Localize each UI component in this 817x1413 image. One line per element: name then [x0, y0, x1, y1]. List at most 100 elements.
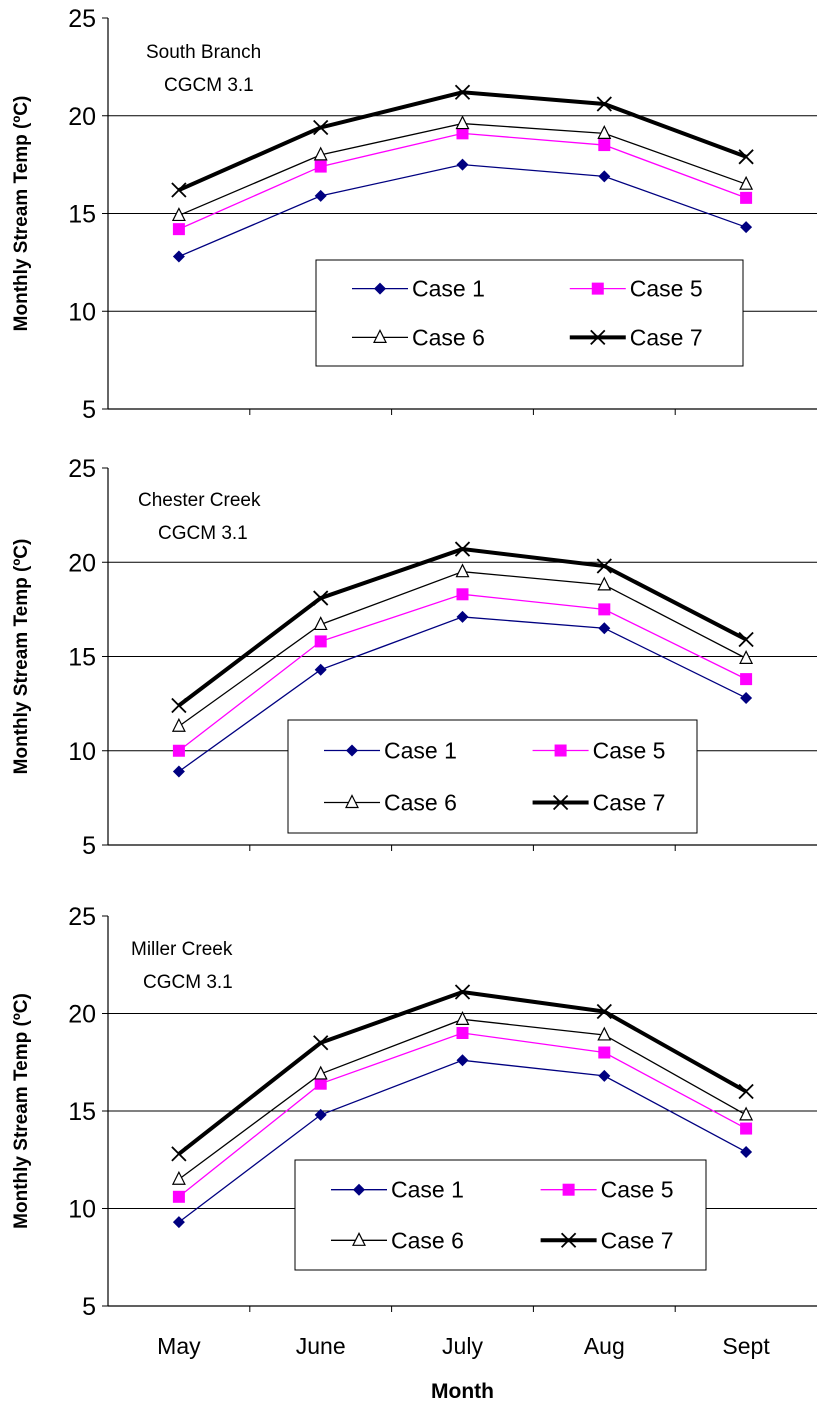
y-tick-label: 10 — [68, 1196, 96, 1224]
data-point — [596, 1003, 612, 1020]
y-tick-label: 20 — [68, 1001, 96, 1029]
chart-panel-3: 5 10 15 20 25 Monthly Stream Temp (ºC) Miller … — [11, 903, 817, 1403]
y-tick-label: 25 — [68, 5, 96, 33]
data-point — [740, 673, 753, 686]
data-point — [740, 191, 753, 204]
data-point — [313, 119, 329, 136]
legend-marker — [374, 282, 386, 295]
panel-subtitle: CGCM 3.1 — [158, 523, 248, 544]
data-point — [455, 115, 470, 130]
legend-marker — [590, 329, 606, 346]
y-tick-label: 10 — [68, 298, 96, 326]
y-tick-label: 25 — [68, 455, 96, 483]
data-point — [171, 182, 187, 198]
x-tick-label: June — [296, 1333, 346, 1359]
data-point — [172, 765, 185, 778]
data-point — [314, 1077, 327, 1090]
y-axis-label: Monthly Stream Temp (ºC) — [11, 993, 32, 1229]
data-point — [598, 622, 611, 635]
legend-marker — [353, 1183, 365, 1196]
legend-label: Case 5 — [630, 276, 703, 302]
legend-label: Case 1 — [384, 738, 457, 764]
data-point — [598, 139, 611, 152]
legend-label: Case 1 — [391, 1177, 464, 1203]
legend-label: Case 6 — [412, 324, 485, 350]
legend-box — [294, 1159, 707, 1271]
data-point — [598, 603, 611, 616]
x-axis-label: Month — [431, 1380, 494, 1403]
data-point — [314, 663, 327, 676]
legend-label: Case 6 — [384, 789, 457, 815]
data-point — [314, 1108, 327, 1121]
data-point — [456, 1054, 469, 1067]
data-point — [172, 1190, 185, 1203]
data-point — [598, 170, 611, 183]
x-tick-label: Aug — [584, 1333, 625, 1359]
legend-marker — [352, 1231, 366, 1246]
data-point — [454, 541, 471, 557]
data-point — [456, 158, 469, 171]
data-point — [314, 160, 327, 173]
data-point — [596, 96, 612, 112]
x-tick-label: July — [442, 1333, 483, 1359]
legend-label: Case 6 — [391, 1227, 464, 1253]
data-point — [313, 616, 328, 631]
data-point — [454, 84, 471, 100]
y-tick-label: 20 — [68, 549, 96, 577]
chart-panel-1: 5 10 15 20 25 Monthly Stream Temp (ºC) South B… — [11, 5, 817, 424]
legend: Case 1 Case 5 Case 6 Case 7 — [315, 259, 744, 367]
data-point — [171, 207, 186, 222]
y-tick-label: 25 — [68, 903, 96, 931]
legend-marker — [562, 1183, 575, 1196]
data-point — [598, 1046, 611, 1059]
legend-marker — [560, 1232, 577, 1248]
data-point — [171, 717, 186, 732]
data-point — [598, 1069, 611, 1082]
data-point — [738, 631, 754, 648]
data-point — [172, 744, 185, 757]
data-point — [456, 1027, 469, 1039]
data-point — [740, 1122, 753, 1135]
data-point — [738, 149, 754, 165]
panel-title: South Branch — [146, 42, 261, 63]
legend: Case 1 Case 5 Case 6 Case 7 — [294, 1159, 707, 1271]
data-point — [456, 588, 469, 601]
data-point — [740, 691, 753, 704]
data-point — [455, 1011, 470, 1025]
data-point — [739, 1106, 754, 1121]
legend-box — [315, 259, 744, 367]
legend-label: Case 7 — [593, 789, 666, 815]
y-tick-label: 5 — [82, 832, 96, 860]
data-point — [314, 635, 327, 648]
legend-marker — [554, 744, 567, 757]
data-point — [739, 175, 754, 190]
y-tick-label: 5 — [82, 1293, 96, 1321]
legend-marker — [591, 282, 604, 295]
data-point — [454, 984, 471, 1000]
legend-marker — [345, 794, 359, 809]
chart-panel-2: 5 10 15 20 25 Monthly Stream Temp (ºC) Chester… — [11, 455, 817, 860]
data-point — [172, 250, 185, 263]
y-tick-label: 15 — [68, 644, 96, 672]
data-point — [455, 563, 470, 578]
data-point — [172, 1216, 185, 1229]
data-point — [313, 146, 328, 161]
legend-box — [287, 719, 698, 834]
panel-subtitle: CGCM 3.1 — [164, 75, 254, 96]
legend-label: Case 7 — [601, 1227, 674, 1253]
y-tick-label: 15 — [68, 1098, 96, 1126]
legend-marker — [346, 744, 358, 757]
panel-title: Miller Creek — [131, 939, 233, 960]
legend-marker — [552, 794, 569, 811]
data-point — [171, 1146, 187, 1162]
data-point — [314, 189, 327, 202]
data-point — [597, 576, 612, 591]
panel-subtitle: CGCM 3.1 — [143, 972, 233, 993]
data-point — [456, 610, 469, 623]
y-tick-label: 10 — [68, 738, 96, 766]
data-point — [171, 1170, 186, 1185]
x-tick-label: Sept — [722, 1333, 770, 1359]
data-point — [313, 1065, 328, 1080]
